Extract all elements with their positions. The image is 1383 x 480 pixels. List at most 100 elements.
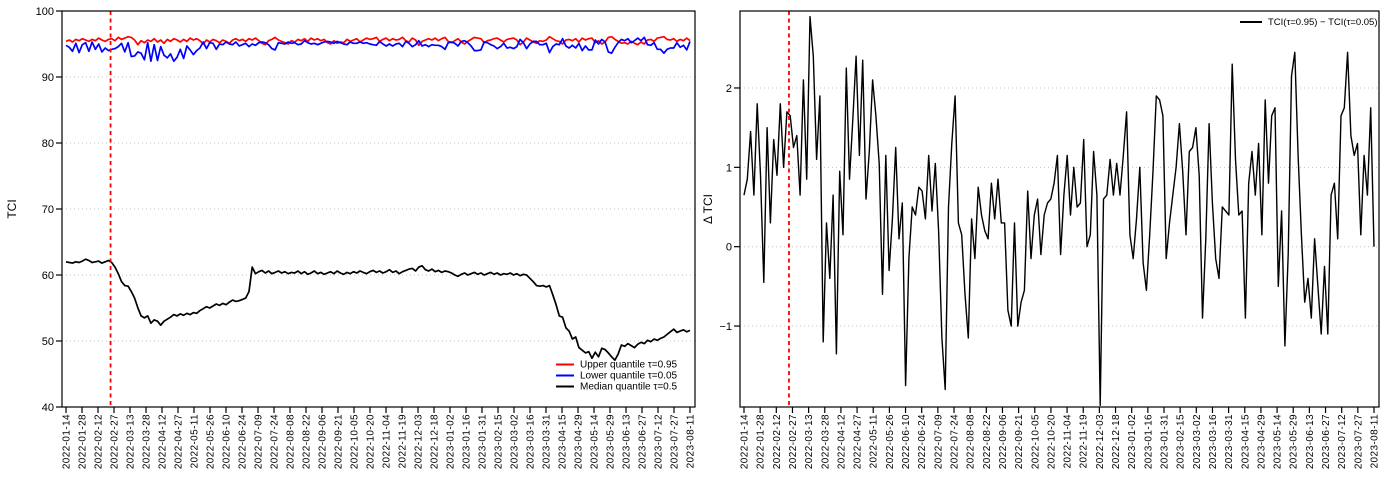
y-tick-label: 100 (36, 6, 54, 18)
x-tick-label: 2023-04-29 (574, 414, 585, 469)
x-tick-label: 2022-08-08 (286, 414, 297, 469)
x-tick-label: 2022-08-08 (966, 414, 977, 469)
x-tick-label: 2022-12-03 (414, 414, 425, 469)
x-tick-label: 2022-01-14 (740, 414, 751, 469)
tci-quantile-difference-chart: −1 0 1 2 2022-01-14 2022-01-28 2022-02-12 2022-… (701, 10, 1381, 469)
x-tick-label: 2023-04-29 (1256, 414, 1267, 469)
y-tick-label: 2 (726, 83, 732, 95)
x-tick-label: 2022-08-22 (982, 414, 993, 469)
legend-label: Upper quantile τ=0.95 (580, 360, 678, 371)
x-tick-label: 2023-03-02 (510, 414, 521, 469)
x-tick-label: 2023-01-02 (1127, 414, 1138, 469)
x-tick-label: 2022-06-10 (222, 414, 233, 469)
x-tick-label: 2022-02-27 (110, 414, 121, 469)
x-tick-label: 2022-11-19 (1079, 414, 1090, 468)
x-tick-label: 2023-06-27 (638, 414, 649, 469)
x-tick-label: 2022-05-26 (885, 414, 896, 469)
x-tick-label: 2023-06-13 (1305, 414, 1316, 469)
x-tick-label: 2022-05-11 (190, 414, 201, 468)
x-tick-label: 2022-11-19 (398, 414, 409, 468)
x-tick-label: 2022-03-28 (142, 414, 153, 469)
x-tick-label: 2023-04-15 (1240, 414, 1251, 469)
plot-box (739, 10, 1380, 408)
x-tick-label: 2022-06-24 (917, 414, 928, 469)
x-tick-label: 2022-10-05 (350, 414, 361, 469)
x-tick-label: 2022-03-28 (820, 414, 831, 469)
x-tick-label: 2022-03-13 (126, 414, 137, 469)
x-tick-label: 2023-07-12 (1337, 414, 1348, 469)
x-tick-label: 2022-11-04 (382, 414, 393, 468)
y-axis-title: TCI (5, 199, 19, 218)
x-tick-label: 2023-01-31 (478, 414, 489, 469)
x-tick-label: 2022-02-12 (94, 414, 105, 469)
x-tick-label: 2022-07-09 (254, 414, 265, 469)
x-tick-label: 2022-10-20 (366, 414, 377, 469)
x-tick-label: 2022-04-12 (836, 414, 847, 469)
y-tick-label: 80 (42, 138, 54, 150)
x-tick-label: 2023-03-31 (1224, 414, 1235, 469)
x-tick-label: 2022-12-18 (1111, 414, 1122, 469)
y-tick-label: 40 (42, 402, 54, 414)
legend-label: Median quantile τ=0.5 (580, 382, 678, 393)
x-tick-label: 2023-07-27 (1353, 414, 1364, 469)
x-tick-label: 2022-03-13 (804, 414, 815, 469)
x-tick-label: 2023-01-16 (462, 414, 473, 469)
x-tick-label: 2023-02-15 (1176, 414, 1187, 469)
x-tick-label: 2022-07-24 (270, 414, 281, 469)
x-tick-label: 2023-01-31 (1160, 414, 1171, 469)
x-tick-label: 2023-05-14 (590, 414, 601, 469)
x-tick-label: 2022-04-12 (158, 414, 169, 469)
x-tick-label: 2022-04-27 (853, 414, 864, 469)
x-tick-label: 2023-02-15 (494, 414, 505, 469)
series-lower-quantile (65, 36, 691, 63)
x-tick-label: 2022-01-28 (756, 414, 767, 469)
x-tick-label: 2022-08-22 (302, 414, 313, 469)
x-tick-label: 2023-06-13 (622, 414, 633, 469)
y-tick-label: 60 (42, 270, 54, 282)
x-tick-label: 2022-12-03 (1095, 414, 1106, 469)
x-tick-label: 2022-05-11 (869, 414, 880, 468)
x-tick-label: 2022-04-27 (174, 414, 185, 469)
series-upper-quantile (65, 35, 691, 47)
x-tick-label: 2023-01-02 (446, 414, 457, 469)
x-tick-label: 2023-08-11 (1370, 414, 1381, 468)
series-delta-tci (743, 15, 1375, 407)
x-tick-label: 2023-07-27 (670, 414, 681, 469)
x-tick-label: 2023-03-16 (1208, 414, 1219, 469)
y-tick-label: 50 (42, 336, 54, 348)
x-tick-label: 2022-06-10 (901, 414, 912, 469)
x-tick-label: 2023-07-12 (654, 414, 665, 469)
tci-quantile-levels-chart: 40 50 60 70 80 90 100 2022-01-14 2022-01-28 2022-… (5, 6, 697, 469)
x-tick-label: 2022-07-09 (933, 414, 944, 469)
x-tick-label: 2023-08-11 (686, 414, 697, 468)
y-tick-label: 0 (726, 242, 732, 254)
x-tick-label: 2022-06-24 (238, 414, 249, 469)
x-tick-label: 2022-09-06 (318, 414, 329, 469)
x-tick-label: 2022-11-04 (1063, 414, 1074, 468)
legend-label: Lower quantile τ=0.05 (580, 371, 678, 382)
x-tick-label: 2022-01-14 (62, 414, 73, 469)
x-tick-label: 2023-03-02 (1192, 414, 1203, 469)
x-tick-label: 2022-05-26 (206, 414, 217, 469)
y-tick-label: 90 (42, 72, 54, 84)
y-axis-title: Δ TCI (701, 194, 715, 224)
x-tick-label: 2023-05-29 (606, 414, 617, 469)
y-tick-label: −1 (719, 321, 732, 333)
x-tick-label: 2022-09-06 (998, 414, 1009, 469)
x-tick-label: 2022-10-05 (1030, 414, 1041, 469)
x-tick-label: 2022-01-28 (78, 414, 89, 469)
x-tick-label: 2022-09-21 (1014, 414, 1025, 469)
x-tick-label: 2023-03-31 (542, 414, 553, 469)
x-tick-label: 2022-02-12 (772, 414, 783, 469)
y-tick-label: 70 (42, 204, 54, 216)
x-tick-label: 2022-10-20 (1046, 414, 1057, 469)
x-tick-label: 2022-12-18 (430, 414, 441, 469)
x-tick-label: 2022-09-21 (334, 414, 345, 469)
x-tick-label: 2022-07-24 (950, 414, 961, 469)
legend-label: TCI(τ=0.95) − TCI(τ=0.05) (1268, 17, 1378, 28)
x-tick-label: 2023-04-15 (558, 414, 569, 469)
x-tick-label: 2023-06-27 (1321, 414, 1332, 469)
x-tick-label: 2023-01-16 (1143, 414, 1154, 469)
